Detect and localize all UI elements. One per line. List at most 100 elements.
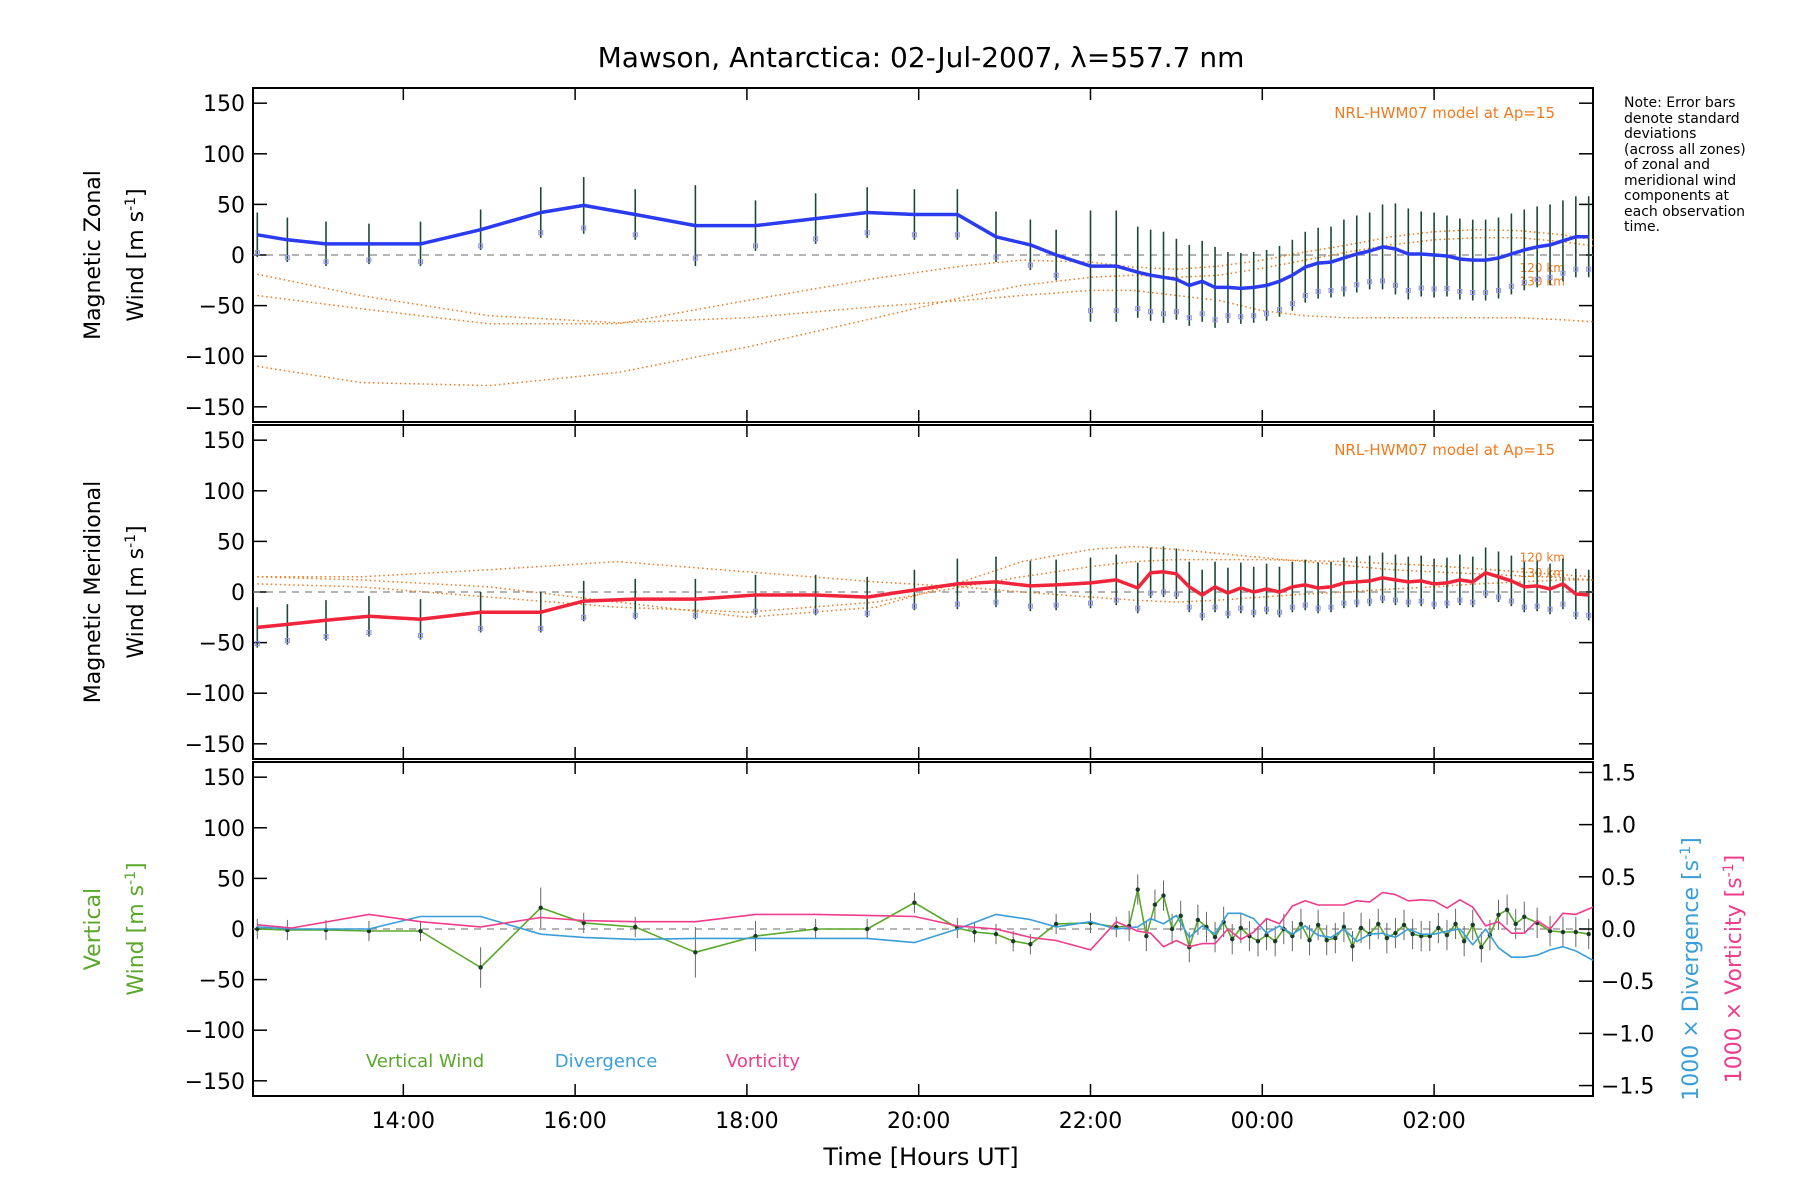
y-tick-label: 150 — [203, 766, 245, 791]
zonal-y-label-line2: Wind [m s-1] — [123, 188, 149, 321]
zone-point — [1380, 278, 1386, 284]
zone-point — [1418, 285, 1424, 291]
zone-point — [284, 638, 290, 644]
vorticity-axis-label-part: 1000 × Vorticity [s — [1722, 877, 1747, 1083]
zone-point — [366, 629, 372, 635]
zone-point — [864, 230, 870, 236]
zone-point — [1444, 600, 1450, 606]
data-point — [1010, 938, 1016, 944]
zone-point — [1573, 266, 1579, 272]
model-curve — [257, 237, 1594, 387]
zone-point — [323, 634, 329, 640]
y-tick-label: 0 — [231, 581, 245, 606]
data-point — [1152, 902, 1158, 907]
zone-point — [1027, 603, 1033, 609]
y-tick-label: 50 — [217, 530, 245, 555]
y2-tick-label: 0.0 — [1601, 918, 1636, 943]
zone-point — [993, 599, 999, 605]
meridional-y-label-line2: Wind [m s-1] — [123, 525, 149, 658]
data-point — [1393, 930, 1398, 936]
zone-point — [1199, 612, 1205, 618]
zone-point — [864, 610, 870, 616]
zone-point — [1521, 604, 1527, 610]
zone-point — [1367, 598, 1373, 604]
y-tick-label: −50 — [199, 632, 245, 657]
data-point — [538, 905, 543, 910]
data-point — [1350, 944, 1355, 949]
zone-point — [1161, 311, 1167, 317]
y-tick-label: −150 — [185, 733, 245, 758]
divergence-axis-label-part: ] — [1679, 837, 1704, 846]
zone-point — [1328, 604, 1334, 610]
zone-point — [1135, 306, 1141, 312]
zone-point — [1496, 594, 1502, 600]
data-point — [1560, 929, 1566, 935]
y-tick-label: −100 — [185, 345, 245, 370]
y-tick-label: 100 — [203, 817, 245, 842]
meridional-y-label-line1-part: Magnetic Meridional — [81, 481, 106, 703]
zone-point — [1302, 602, 1308, 608]
zone-point — [813, 608, 819, 614]
zone-point — [1354, 282, 1360, 288]
y-tick-label: −100 — [185, 682, 245, 707]
zone-point — [1199, 311, 1205, 317]
zone-point — [1088, 308, 1093, 314]
zone-point — [954, 232, 960, 238]
vertical-y-label-line2-part: ] — [124, 862, 149, 871]
zonal-y-label-line1-part: Magnetic Zonal — [81, 170, 106, 340]
zone-point — [813, 236, 819, 242]
data-point — [1255, 938, 1261, 944]
zone-point — [1053, 602, 1059, 608]
zone-point — [1315, 605, 1321, 611]
data-point — [1169, 926, 1175, 932]
y-tick-label: −150 — [185, 396, 245, 421]
panel-meridional: −150 −100 −50 0 50 100 150 Magnetic Meridional W… — [81, 424, 1594, 760]
zone-point — [1238, 605, 1244, 611]
zone-point — [1251, 313, 1257, 319]
x-tick-label: 18:00 — [715, 1109, 778, 1134]
zone-point — [418, 633, 423, 639]
series-line-vorticity — [257, 891, 1594, 951]
data-point — [1290, 933, 1295, 939]
y2-tick-label: −1.5 — [1601, 1075, 1654, 1100]
zone-point — [1354, 599, 1360, 605]
y-tick-label: 100 — [203, 480, 245, 505]
zone-point — [1264, 606, 1270, 612]
zone-point — [1405, 287, 1411, 293]
zonal-y-label-line1: Magnetic Zonal — [81, 170, 106, 340]
vertical-y-label-line2: Wind [m s-1] — [123, 862, 149, 995]
data-point — [1144, 933, 1149, 939]
y-tick-label: −50 — [199, 969, 245, 994]
data-point — [1586, 931, 1591, 937]
data-point — [633, 924, 638, 930]
data-point — [1573, 929, 1579, 935]
zone-point — [1186, 604, 1192, 610]
x-tick-label: 02:00 — [1402, 1109, 1465, 1134]
model-label: NRL-HWM07 model at Ap=15 — [1334, 441, 1555, 459]
zone-point — [581, 614, 587, 620]
data-point — [1384, 935, 1390, 941]
zone-point — [1289, 301, 1295, 307]
error-bar-note: Note: Error bars denote standard deviati… — [1624, 95, 1746, 235]
zone-point — [1496, 287, 1502, 293]
zone-point — [1148, 309, 1154, 315]
zonal-y-label-line2-part: Wind [m s — [124, 211, 149, 322]
y2-tick-label: 0.5 — [1601, 866, 1636, 891]
y2-tick-label: −1.0 — [1601, 1022, 1654, 1047]
zone-point — [1113, 597, 1119, 603]
zone-point — [1534, 276, 1540, 282]
zone-point — [1547, 274, 1553, 280]
y-tick-label: 50 — [217, 867, 245, 892]
data-point — [753, 933, 758, 939]
zone-point — [323, 259, 329, 265]
model-label: NRL-HWM07 model at Ap=15 — [1334, 104, 1555, 122]
divergence-axis-label: 1000 × Divergence [s-1] — [1678, 837, 1704, 1100]
zone-point — [1225, 610, 1231, 616]
zone-point — [1113, 308, 1119, 314]
y2-tick-label: −0.5 — [1601, 970, 1654, 995]
x-tick-label: 00:00 — [1231, 1109, 1294, 1134]
data-point — [1341, 924, 1347, 930]
vertical-y-label-line2-part: Wind [m s — [124, 885, 149, 996]
zone-point — [1405, 599, 1411, 605]
data-point — [864, 926, 870, 932]
